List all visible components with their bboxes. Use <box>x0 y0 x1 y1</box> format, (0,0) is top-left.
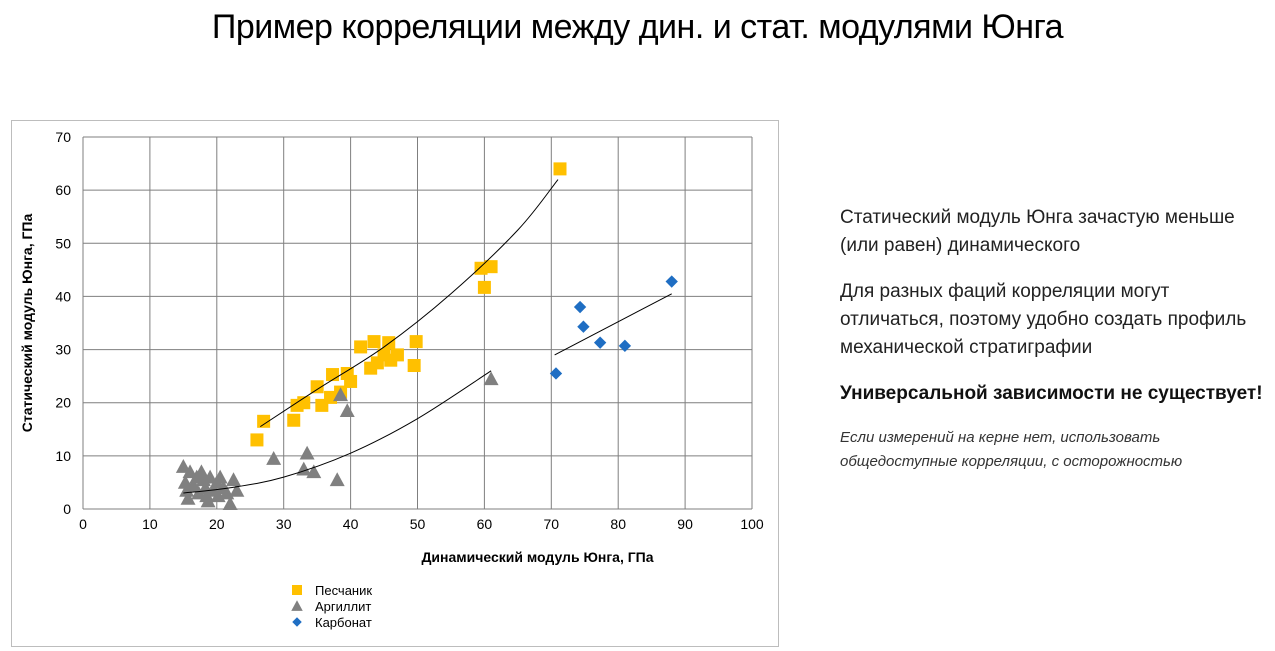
x-tick-label: 90 <box>677 516 693 532</box>
square-point <box>354 340 368 354</box>
diamond-point <box>665 275 678 288</box>
triangle-point <box>182 464 198 479</box>
x-tick-label: 100 <box>740 516 764 532</box>
square-point <box>390 348 404 362</box>
square-point <box>553 162 567 176</box>
triangle-point <box>222 496 238 511</box>
triangle-point <box>202 469 218 484</box>
trend-line-diamond <box>554 293 672 356</box>
triangle-point <box>339 403 355 418</box>
square-point <box>287 413 301 427</box>
y-tick-label: 0 <box>63 501 71 517</box>
note-caution: Если измерений на керне нет, использоват… <box>840 429 1183 470</box>
y-axis-title: Статический модуль Юнга, ГПа <box>19 214 35 433</box>
square-point <box>484 260 498 274</box>
x-tick-label: 10 <box>142 516 158 532</box>
triangle-point <box>266 451 282 465</box>
diamond-point <box>573 300 587 314</box>
page-title: Пример корреляции между дин. и стат. мод… <box>211 8 1064 46</box>
square-point <box>477 280 491 294</box>
scatter-chart: 0 10 20 30 40 50 60 70 80 90 100 0 10 20 30 40 50 60 70 Дин… <box>19 129 764 630</box>
square-point <box>326 368 340 382</box>
x-axis-title: Динамический модуль Юнга, ГПа <box>421 549 653 565</box>
legend-marker-diamond <box>292 617 302 627</box>
square-point <box>409 335 423 349</box>
note-facies: Для разных фаций корреляции могут отлича… <box>840 281 1247 358</box>
legend-label: Аргиллит <box>315 599 371 614</box>
triangle-point <box>483 371 499 386</box>
triangle-point <box>299 445 315 460</box>
triangle-point <box>229 482 245 497</box>
y-tick-label: 60 <box>55 182 71 198</box>
triangle-point <box>226 472 241 487</box>
triangle-point <box>212 469 228 484</box>
triangle-point <box>200 493 216 508</box>
square-point <box>257 414 271 428</box>
y-tick-label: 40 <box>55 288 71 304</box>
square-point <box>297 396 311 410</box>
x-tick-label: 20 <box>209 516 225 532</box>
note-static-less: Статический модуль Юнга зачастую меньше … <box>840 207 1235 256</box>
legend-marker-square <box>292 585 302 595</box>
legend-label: Песчаник <box>315 583 372 598</box>
square-point <box>344 374 358 388</box>
x-tick-label: 80 <box>610 516 626 532</box>
triangle-point <box>177 474 193 489</box>
triangle-point <box>329 472 345 487</box>
trend-line-triangle <box>183 370 492 494</box>
note-no-universal: Универсальной зависимости не существует! <box>840 383 1263 404</box>
y-tick-label: 20 <box>55 395 71 411</box>
chart-panel: 0 10 20 30 40 50 60 70 80 90 100 0 10 20 30 40 50 60 70 Дин… <box>11 120 779 647</box>
triangle-point <box>191 485 207 500</box>
triangle-point <box>333 387 349 402</box>
notes-panel: Статический модуль Юнга зачастую меньше … <box>840 204 1270 474</box>
diamond-point <box>618 339 632 353</box>
diamond-point <box>549 367 563 380</box>
square-point <box>367 335 381 349</box>
trend-line-square <box>260 179 559 428</box>
x-tick-label: 0 <box>79 516 87 532</box>
triangle-point <box>180 490 196 505</box>
x-tick-label: 50 <box>410 516 426 532</box>
x-tick-label: 40 <box>343 516 359 532</box>
diamond-point <box>577 320 590 333</box>
triangle-point <box>185 477 201 492</box>
y-tick-label: 10 <box>55 448 71 464</box>
diamond-point <box>593 336 607 349</box>
y-tick-label: 50 <box>55 235 71 251</box>
triangle-point <box>175 459 191 473</box>
triangle-point <box>179 482 195 497</box>
y-tick-label: 30 <box>55 342 71 358</box>
legend-marker-triangle <box>291 600 303 611</box>
x-tick-label: 30 <box>276 516 292 532</box>
x-tick-label: 60 <box>477 516 493 532</box>
square-point <box>250 433 264 447</box>
square-point <box>407 359 421 373</box>
y-tick-label: 70 <box>55 129 71 145</box>
triangle-point <box>306 464 322 479</box>
square-point <box>310 380 324 394</box>
square-point <box>474 261 488 275</box>
triangle-point <box>193 464 209 479</box>
x-tick-label: 70 <box>544 516 560 532</box>
legend-label: Карбонат <box>315 615 372 630</box>
